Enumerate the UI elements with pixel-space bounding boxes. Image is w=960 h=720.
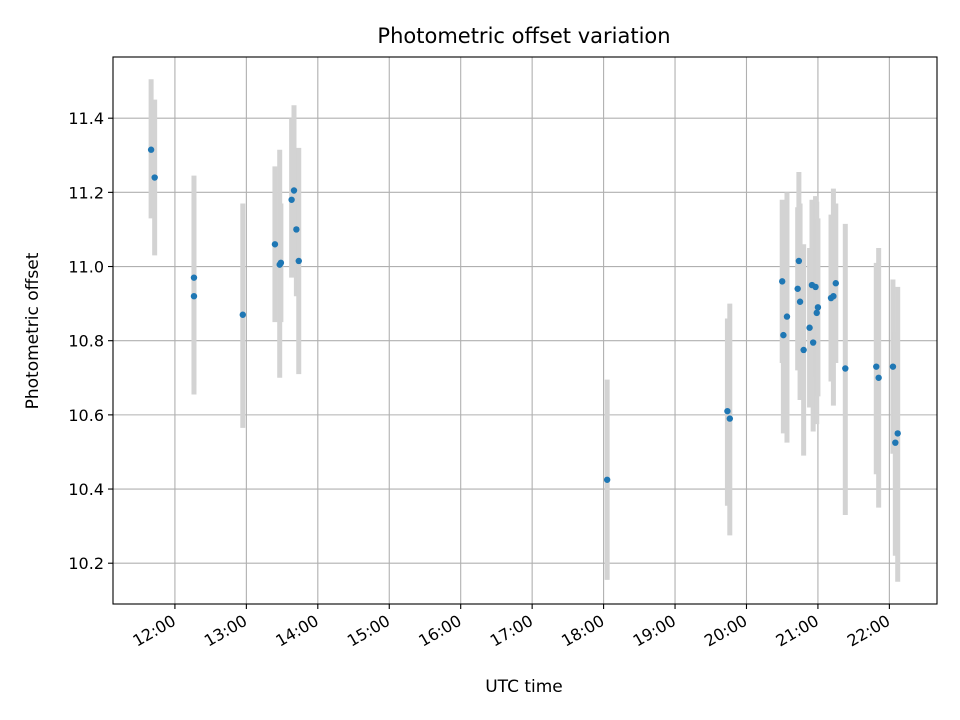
data-point bbox=[809, 339, 817, 346]
data-point bbox=[889, 363, 897, 370]
data-point bbox=[830, 292, 837, 300]
data-point bbox=[812, 283, 819, 291]
data-point bbox=[800, 346, 807, 354]
data-point bbox=[892, 439, 899, 446]
data-point bbox=[724, 407, 731, 415]
data-points bbox=[147, 146, 901, 483]
y-tick-label: 10.8 bbox=[68, 332, 104, 351]
data-point bbox=[290, 187, 298, 194]
data-point bbox=[726, 415, 734, 422]
data-point bbox=[813, 309, 820, 317]
data-point bbox=[779, 278, 786, 285]
data-point bbox=[603, 476, 611, 483]
data-point bbox=[147, 146, 155, 153]
data-point bbox=[190, 292, 198, 300]
data-point bbox=[794, 285, 801, 292]
data-point bbox=[780, 331, 787, 339]
data-point bbox=[277, 259, 285, 267]
y-tick-label: 10.2 bbox=[68, 554, 104, 573]
data-point bbox=[873, 363, 880, 370]
y-tick-label: 10.6 bbox=[68, 406, 104, 425]
y-tick-label: 10.4 bbox=[68, 480, 104, 499]
chart-title: Photometric offset variation bbox=[377, 24, 670, 48]
data-point bbox=[842, 365, 849, 372]
data-point bbox=[795, 257, 803, 265]
y-axis-label: Photometric offset bbox=[23, 252, 43, 409]
data-point bbox=[832, 280, 839, 287]
data-point bbox=[814, 304, 822, 311]
data-point bbox=[293, 226, 300, 233]
y-tick-label: 11.2 bbox=[68, 183, 104, 202]
data-point bbox=[151, 174, 158, 181]
y-axis-ticks: 10.2 10.4 10.6 10.8 11.0 11.2 11.4 bbox=[68, 109, 113, 573]
data-point bbox=[295, 257, 302, 265]
data-point bbox=[288, 196, 295, 203]
x-axis-label: UTC time bbox=[485, 677, 563, 697]
y-tick-label: 11.4 bbox=[68, 109, 104, 128]
data-point bbox=[894, 430, 901, 437]
data-point bbox=[190, 274, 198, 281]
data-point bbox=[271, 241, 279, 248]
data-point bbox=[806, 324, 813, 331]
data-point bbox=[796, 298, 804, 305]
plot-area-frame bbox=[112, 56, 938, 605]
data-point bbox=[875, 374, 882, 381]
data-point bbox=[783, 313, 791, 320]
data-point bbox=[239, 311, 246, 318]
y-tick-label: 11.0 bbox=[68, 258, 104, 277]
